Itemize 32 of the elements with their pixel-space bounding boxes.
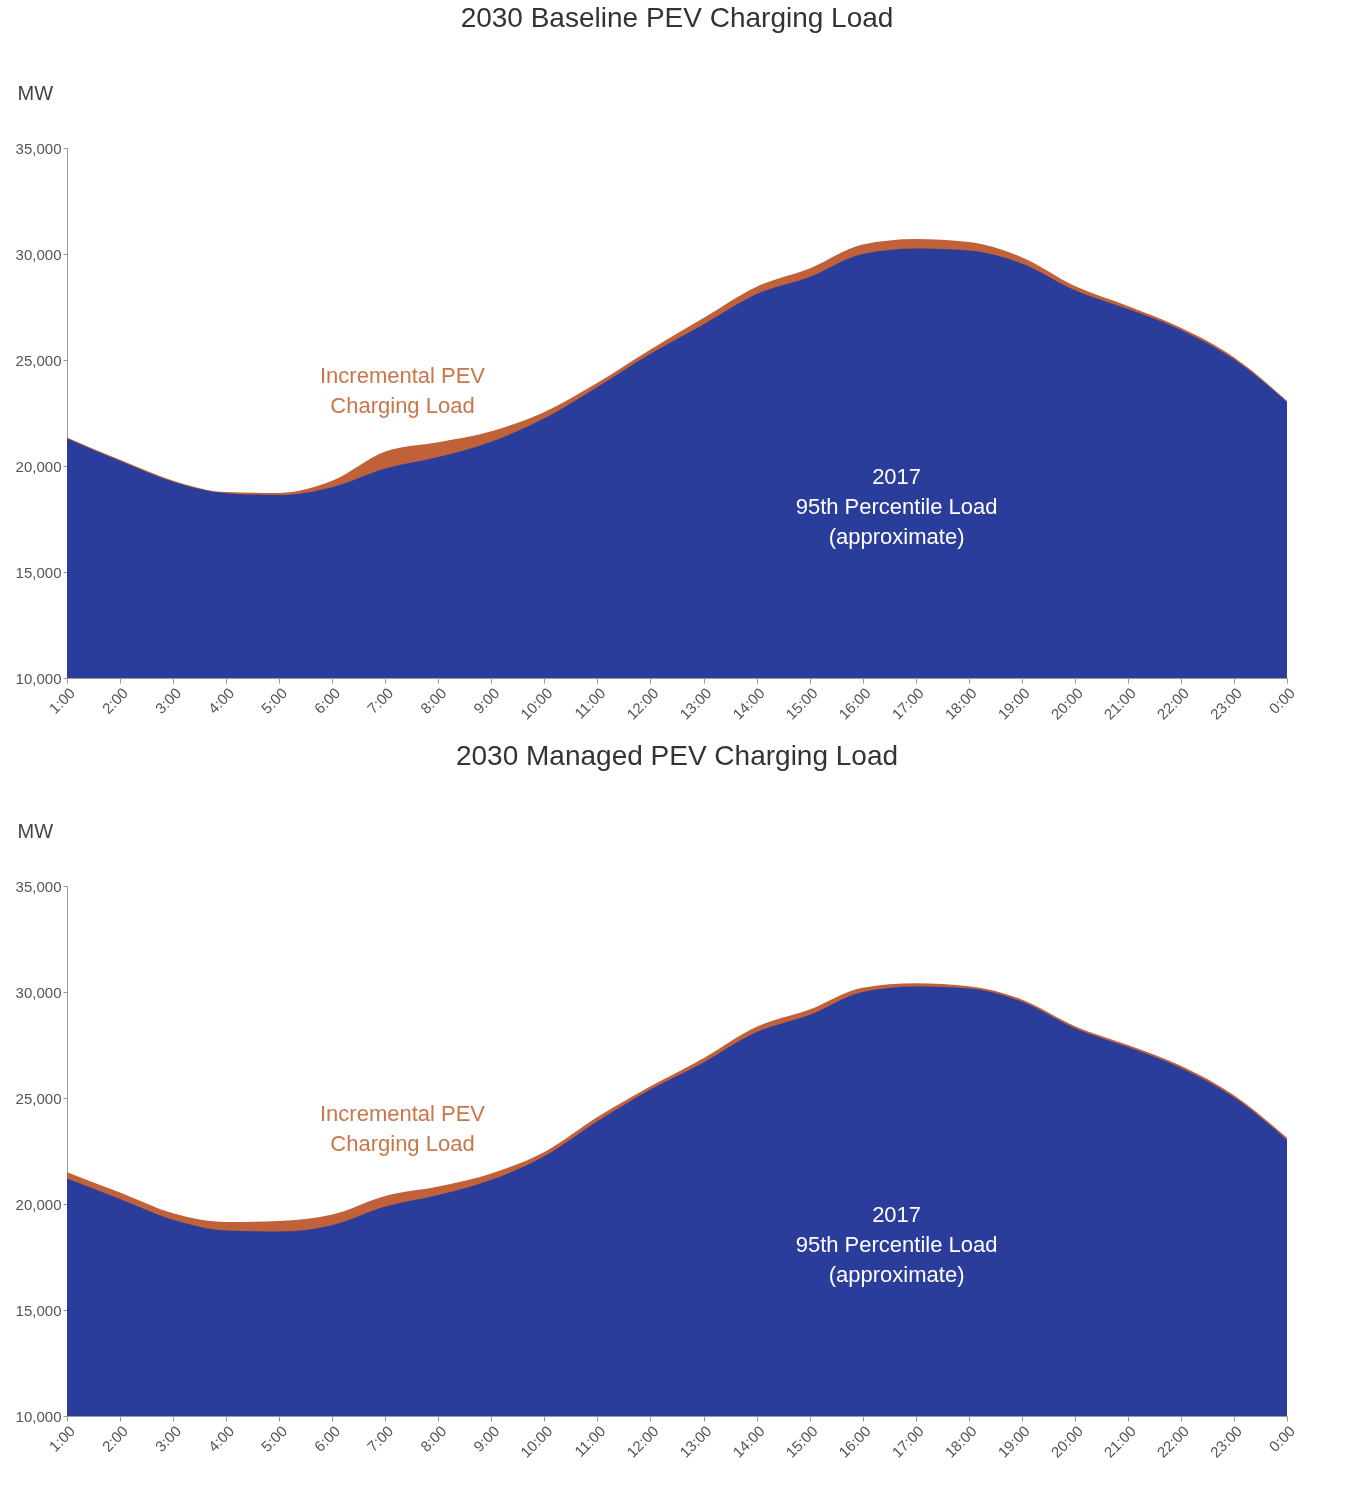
- x-tick-label: 7:00: [363, 684, 397, 717]
- y-tick-label: 10,000: [15, 669, 62, 687]
- x-tick-label: 4:00: [204, 684, 238, 717]
- y-tick-label: 30,000: [15, 983, 62, 1001]
- x-tick-label: 0:00: [1265, 1422, 1299, 1455]
- chart-title: 2030 Baseline PEV Charging Load: [460, 2, 894, 33]
- y-tick-label: 25,000: [15, 1089, 62, 1107]
- x-tick-label: 9:00: [469, 1422, 503, 1455]
- x-tick-label: 0:00: [1265, 684, 1299, 717]
- y-tick-label: 20,000: [15, 1195, 62, 1213]
- series-label: Incremental PEV Charging Load: [319, 1100, 486, 1156]
- series-label: 2017 95th Percentile Load (approximate): [795, 1201, 998, 1287]
- chart-title: 2030 Managed PEV Charging Load: [455, 740, 899, 771]
- series-label: 2017 95th Percentile Load (approximate): [795, 463, 998, 549]
- y-tick-label: 25,000: [15, 351, 62, 369]
- y-axis-title: MW: [17, 819, 54, 842]
- x-tick-label: 6:00: [310, 684, 344, 717]
- y-tick-label: 15,000: [15, 1301, 62, 1319]
- x-tick-label: 3:00: [151, 684, 185, 717]
- x-tick-label: 4:00: [204, 1422, 238, 1455]
- x-tick-label: 3:00: [151, 1422, 185, 1455]
- y-axis-title: MW: [17, 81, 54, 104]
- y-tick-label: 30,000: [15, 245, 62, 263]
- y-tick-label: 35,000: [15, 139, 62, 157]
- x-tick-label: 7:00: [363, 1422, 397, 1455]
- x-tick-label: 9:00: [469, 684, 503, 717]
- series-label: Incremental PEV Charging Load: [319, 362, 486, 418]
- y-tick-label: 20,000: [15, 457, 62, 475]
- y-tick-label: 10,000: [15, 1407, 62, 1425]
- y-tick-label: 15,000: [15, 563, 62, 581]
- y-tick-label: 35,000: [15, 877, 62, 895]
- x-tick-label: 6:00: [310, 1422, 344, 1455]
